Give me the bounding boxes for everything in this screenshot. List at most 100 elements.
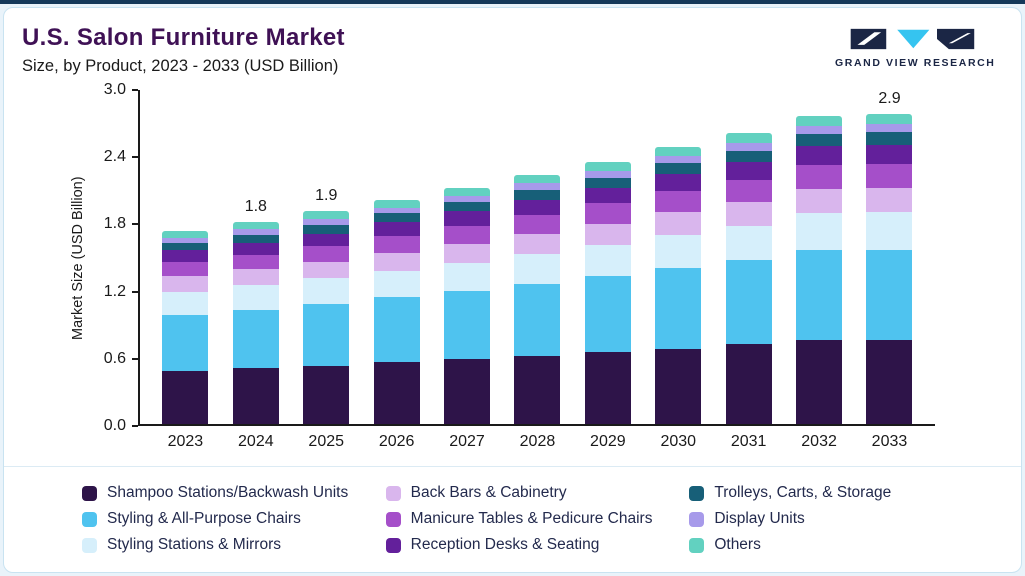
bar-segment [373,252,420,271]
bar-segment [725,161,772,180]
y-axis-title: Market Size (USD Billion) [70,176,86,340]
bar-segment [514,183,561,190]
y-tick-mark [132,290,138,293]
legend-item: Others [689,536,993,554]
legend-swatch [689,537,705,553]
bar-segment [725,260,772,345]
bar-segment [162,315,209,372]
bar-segment [655,268,702,349]
x-axis-label: 2026 [378,433,415,450]
bar-segment [373,235,420,253]
bar-segment [796,126,843,134]
bar-segment [232,309,279,368]
bar-column: 2.9 [864,90,914,424]
legend-label: Styling & All-Purpose Chairs [107,510,301,527]
bar-segment [655,234,702,269]
bar-segment [866,187,913,213]
bar-segment [584,244,631,277]
x-axis-label: 2031 [730,433,767,450]
bar-column: 1.8 [231,90,281,424]
bar-segment [444,359,491,424]
bar-column [372,90,422,424]
bar-stack [796,116,843,424]
bar-segment [584,223,631,245]
y-tick-label: 0.0 [103,417,126,434]
legend-label: Styling Stations & Mirrors [107,536,281,553]
chart-card: U.S. Salon Furniture Market Size, by Pro… [3,7,1022,573]
bar-segment [725,132,772,143]
bar-segment [725,150,772,162]
y-tick-label: 3.0 [103,81,126,98]
bar-segment [655,163,702,175]
bar-segment [866,164,913,188]
bar-column [724,90,774,424]
legend-label: Back Bars & Cabinetry [410,484,567,501]
bar-segment [514,233,561,254]
bar-segment [584,161,631,171]
legend-swatch [82,537,97,553]
bar-segment [796,133,843,147]
bar-stack [514,175,561,424]
bar-segment [444,187,491,196]
bar-stack [232,222,279,424]
bar-segment [796,146,843,166]
bar-segment [584,170,631,178]
bar-segment [232,222,279,230]
legend-swatch [385,485,401,501]
y-axis: 0.0 0.6 1.2 1.8 2.4 3.0 [90,81,138,434]
bar-segment [584,203,631,224]
bar-column [794,90,844,424]
bar-total-label: 1.8 [244,198,267,216]
x-axis-label: 2027 [449,433,485,450]
bar-segment [514,284,561,356]
y-tick-label: 2.4 [103,148,126,166]
bar-segment [725,225,772,261]
bar-segment [373,362,420,424]
x-axis-label: 2023 [167,433,204,450]
bar-segment [655,348,702,424]
legend-label: Others [714,536,761,553]
bar-segment [232,254,279,270]
bar-segment [866,145,913,165]
bar-segment [655,191,702,213]
bar-segment [514,355,561,424]
x-axis: 2023 2024 2025 2026 2027 2028 2029 2030 2031 2032… [138,426,935,451]
bar-segment [514,214,561,234]
bar-segment [303,211,350,220]
bar-column [583,90,633,424]
legend: Shampoo Stations/Backwash Units Styling &… [4,466,1021,572]
legend-item: Reception Desks & Seating [385,536,690,554]
bar-segment [303,278,350,305]
bar-segment [162,250,209,262]
bar-segment [725,344,772,424]
legend-item: Shampoo Stations/Backwash Units [82,484,386,502]
logo-text: GRAND VIEW RESEARCH [835,57,996,69]
bar-segment [303,365,350,424]
header: U.S. Salon Furniture Market Size, by Pro… [4,8,1021,80]
legend-label: Trolleys, Carts, & Storage [714,484,892,501]
bar-segment [303,304,350,366]
bar-segment [162,371,209,424]
bar-segment [866,114,913,124]
bar-column [442,90,492,424]
plot-area: 1.8 1.9 2.9 [138,90,935,426]
legend-item: Manicure Tables & Pedicure Chairs [385,510,690,528]
bar-segment [444,243,491,263]
bar-column: 1.9 [301,90,351,424]
bar-segment [162,276,209,292]
bar-segment [232,229,279,235]
y-tick-mark [132,357,138,360]
legend-swatch [82,485,97,501]
bar-stack [444,187,491,424]
bar-stack [655,147,702,424]
top-accent-line [0,0,1025,4]
x-axis-label: 2032 [801,433,837,450]
bar-segment [444,262,491,291]
bar-segment [444,290,491,360]
x-axis-label: 2030 [660,433,697,450]
plot-wrap: 1.8 1.9 2.9 2023 2024 2025 2026 2027 2028 2029 20… [138,90,935,462]
y-tick-mark [132,156,138,159]
bar-segment [162,291,209,316]
bar-segment [866,339,913,424]
bar-segment [796,188,843,214]
